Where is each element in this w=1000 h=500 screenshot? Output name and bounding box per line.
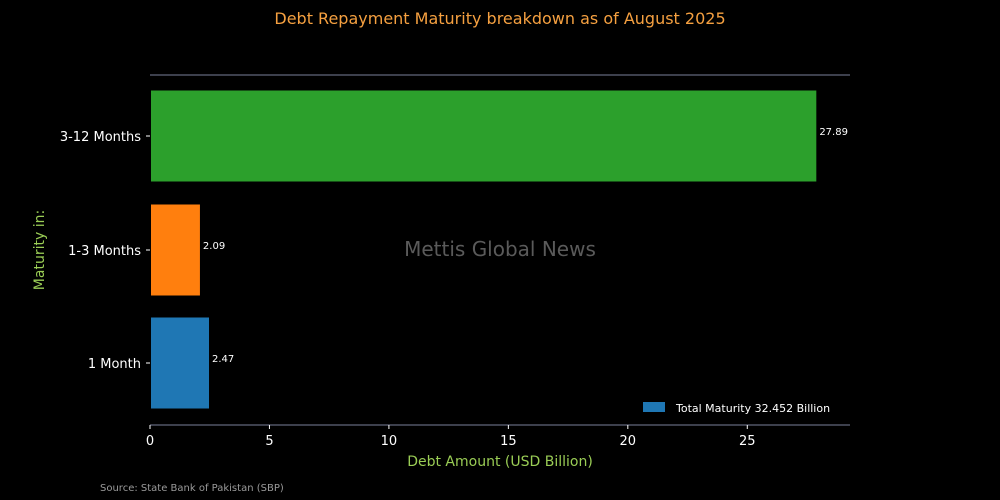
bar-1-3-months [151,204,200,296]
bars-group: 2.47 2.09 27.89 [151,90,848,409]
x-axis-ticks: 0 5 10 15 20 25 [146,425,756,449]
bar-1-month [151,317,210,409]
watermark-text: Mettis Global News [404,237,596,261]
legend: Total Maturity 32.452 Billion [643,402,830,415]
x-tick-label: 15 [500,434,517,449]
y-tick-label: 3-12 Months [60,130,141,145]
x-tick-label: 5 [265,434,273,449]
bar-value-label: 27.89 [819,127,848,138]
source-note: Source: State Bank of Pakistan (SBP) [100,483,284,494]
x-tick-label: 0 [146,434,154,449]
y-tick-label: 1 Month [88,357,141,372]
legend-label: Total Maturity 32.452 Billion [675,402,830,415]
x-axis-label: Debt Amount (USD Billion) [407,454,593,470]
y-axis-ticks: 1 Month 1-3 Months 3-12 Months [60,130,150,372]
chart-title: Debt Repayment Maturity breakdown as of … [274,9,725,28]
x-tick-label: 10 [381,434,398,449]
bar-3-12-months [151,90,817,182]
bar-value-label: 2.09 [203,241,225,252]
bar-value-label: 2.47 [212,354,234,365]
y-tick-label: 1-3 Months [68,244,141,259]
x-tick-label: 20 [620,434,637,449]
x-tick-label: 25 [739,434,756,449]
y-axis-label: Maturity in: [32,210,48,290]
legend-swatch [643,402,665,412]
